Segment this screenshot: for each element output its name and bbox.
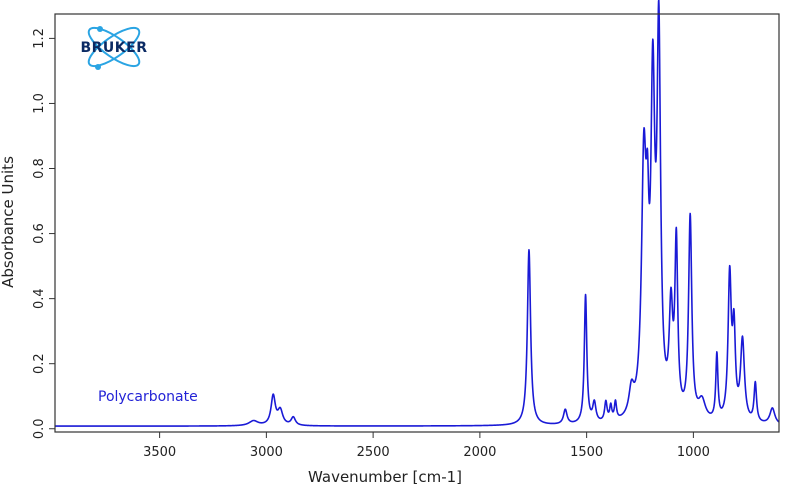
x-tick-label: 1500 (570, 445, 603, 460)
y-tick-label: 0.6 (32, 223, 47, 244)
logo-orbit-icon (87, 26, 141, 68)
spectrum-line (54, 0, 780, 427)
x-tick-label: 2000 (463, 445, 496, 460)
y-tick-label: 1.0 (32, 93, 47, 114)
axes: 3500 3000 2500 2000 1500 1000 0.0 0.2 0.4 0.6 0.8 1… (32, 13, 780, 460)
logo-dot-icon (97, 26, 103, 32)
logo-orbit-icon (87, 26, 141, 68)
plot-area (54, 0, 780, 427)
x-axis-title: Wavenumber [cm-1] (308, 468, 462, 486)
bruker-logo: BRUKER (80, 26, 147, 70)
y-tick-label: 0.8 (32, 158, 47, 179)
series-annotation: Polycarbonate (98, 389, 198, 405)
y-tick-label: 0.2 (32, 353, 47, 374)
x-tick-label: 2500 (357, 445, 390, 460)
y-tick-label: 0.0 (32, 418, 47, 439)
x-tick-label: 3000 (250, 445, 283, 460)
y-tick-label: 0.4 (32, 288, 47, 309)
logo-dot-icon (95, 64, 101, 70)
x-tick-label: 1000 (677, 445, 710, 460)
y-tick-label: 1.2 (32, 28, 47, 49)
plot-frame (54, 13, 780, 433)
y-axis-title: Absorbance Units (0, 156, 17, 288)
x-tick-label: 3500 (143, 445, 176, 460)
logo-text: BRUKER (80, 40, 147, 56)
